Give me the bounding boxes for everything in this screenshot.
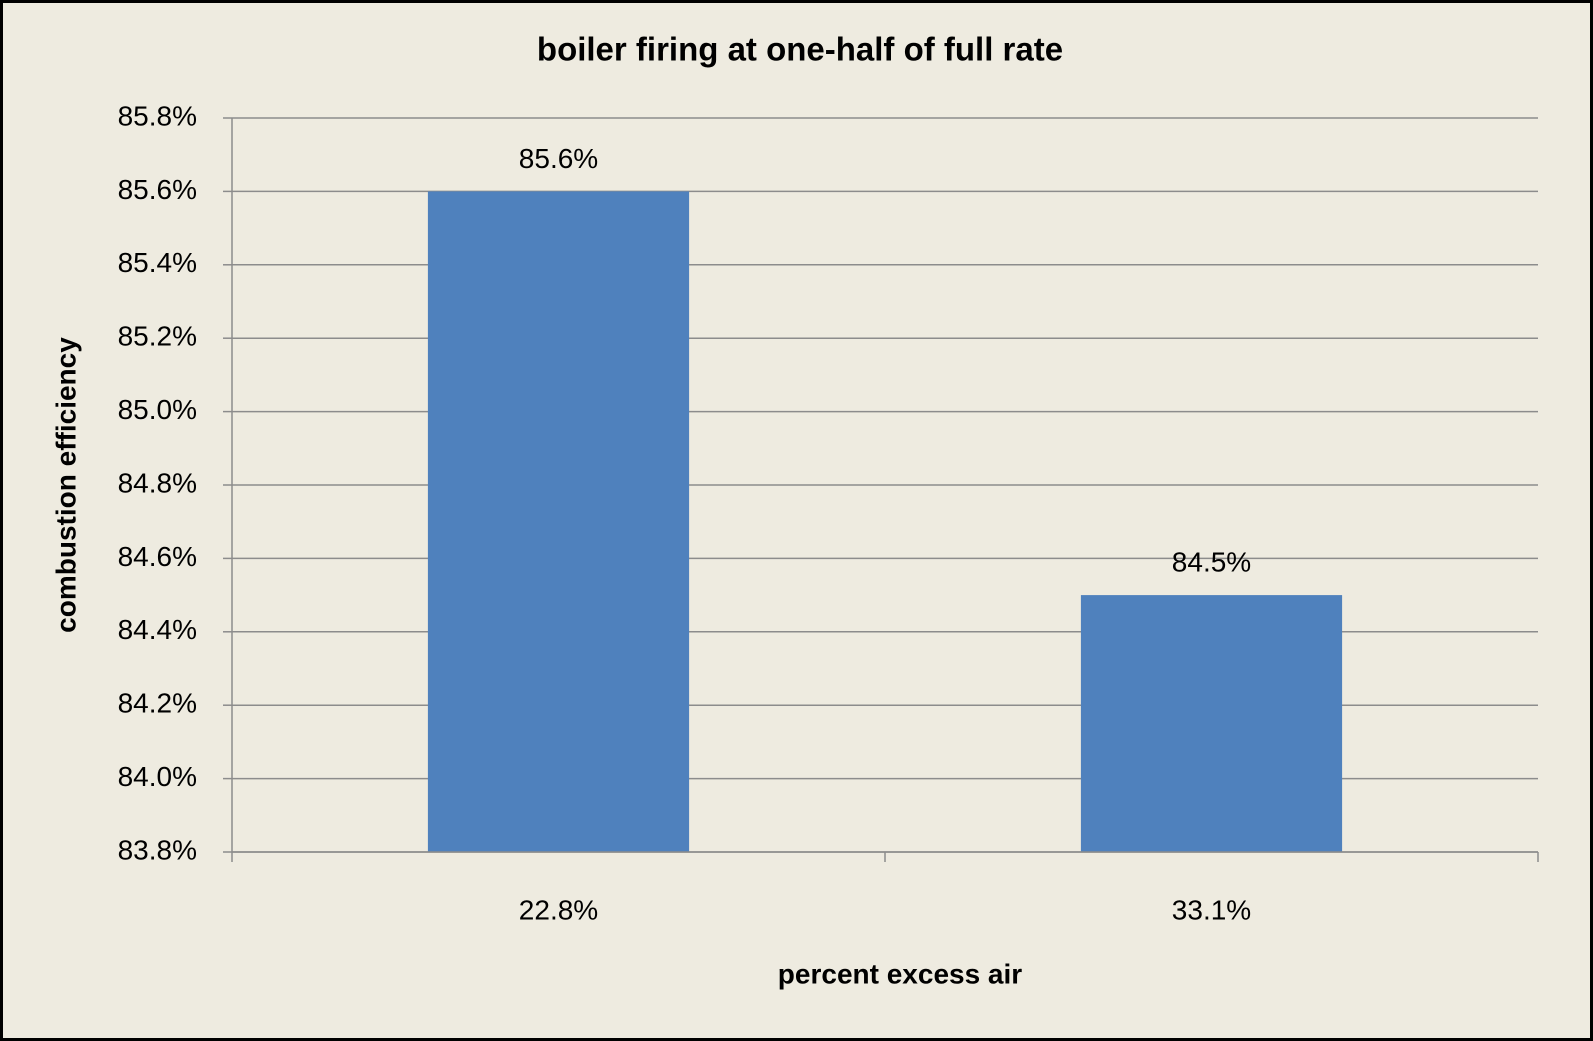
- bar: [427, 191, 690, 852]
- x-axis-title: percent excess air: [778, 958, 1022, 989]
- y-tick-label: 83.8%: [118, 834, 197, 865]
- bar: [1080, 595, 1343, 852]
- y-tick-label: 85.2%: [118, 321, 197, 352]
- x-tick-label: 33.1%: [1172, 894, 1251, 925]
- chart-title: boiler firing at one-half of full rate: [537, 31, 1063, 68]
- value-label: 85.6%: [519, 143, 598, 174]
- x-tick-label: 22.8%: [519, 894, 598, 925]
- y-tick-label: 85.0%: [118, 394, 197, 425]
- y-tick-label: 85.4%: [118, 247, 197, 278]
- y-tick-label: 84.4%: [118, 614, 197, 645]
- y-tick-label: 84.8%: [118, 467, 197, 498]
- y-tick-label: 85.6%: [118, 174, 197, 205]
- y-tick-label: 84.0%: [118, 761, 197, 792]
- value-label: 84.5%: [1172, 546, 1251, 577]
- y-axis-title: combustion efficiency: [50, 337, 81, 633]
- y-tick-label: 84.2%: [118, 688, 197, 719]
- y-tick-label: 84.6%: [118, 541, 197, 572]
- y-tick-label: 85.8%: [118, 100, 197, 131]
